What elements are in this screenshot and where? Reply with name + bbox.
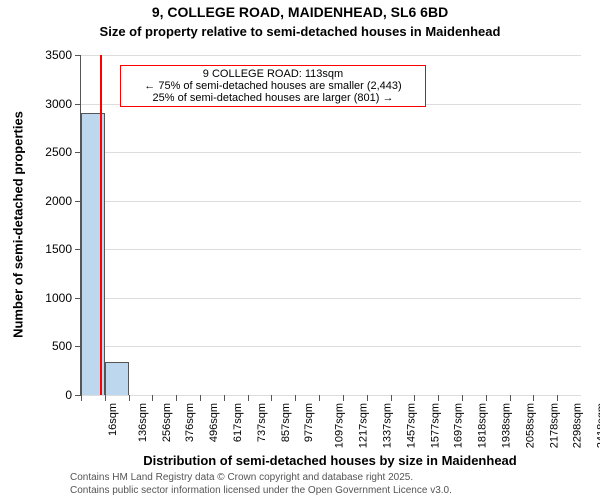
grid-h xyxy=(81,249,581,250)
y-tick-label: 3500 xyxy=(0,48,72,62)
y-tick-label: 1000 xyxy=(0,291,72,305)
x-tick-label: 1457sqm xyxy=(405,403,417,448)
x-tick-label: 16sqm xyxy=(107,403,119,436)
chart-title-line1: 9, COLLEGE ROAD, MAIDENHEAD, SL6 6BD xyxy=(0,4,600,20)
x-tick xyxy=(367,395,368,401)
x-tick-label: 1697sqm xyxy=(453,403,465,448)
grid-h xyxy=(81,395,581,396)
x-tick xyxy=(462,395,463,401)
x-tick-label: 496sqm xyxy=(208,403,220,442)
x-tick-label: 136sqm xyxy=(137,403,149,442)
x-tick xyxy=(129,395,130,401)
x-tick-label: 1217sqm xyxy=(357,403,369,448)
annotation-line-0: 9 COLLEGE ROAD: 113sqm xyxy=(125,68,421,80)
y-tick xyxy=(75,104,81,105)
y-tick-label: 0 xyxy=(0,388,72,402)
x-tick xyxy=(438,395,439,401)
annotation-line-1: ← 75% of semi-detached houses are smalle… xyxy=(125,80,421,92)
x-tick xyxy=(533,395,534,401)
x-tick-label: 256sqm xyxy=(161,403,173,442)
x-tick-label: 1577sqm xyxy=(429,403,441,448)
x-tick xyxy=(391,395,392,401)
x-tick xyxy=(343,395,344,401)
y-tick-label: 500 xyxy=(0,339,72,353)
y-tick-label: 1500 xyxy=(0,242,72,256)
chart-title-line2: Size of property relative to semi-detach… xyxy=(0,24,600,39)
x-tick xyxy=(295,395,296,401)
x-tick-label: 737sqm xyxy=(256,403,268,442)
x-tick-label: 2418sqm xyxy=(595,403,600,448)
x-tick xyxy=(510,395,511,401)
footer-line-2: Contains public sector information licen… xyxy=(70,485,452,496)
x-tick-label: 1097sqm xyxy=(334,403,346,448)
annotation-box: 9 COLLEGE ROAD: 113sqm ← 75% of semi-det… xyxy=(120,65,426,107)
x-tick xyxy=(105,395,106,401)
x-tick-label: 2298sqm xyxy=(572,403,584,448)
grid-h xyxy=(81,298,581,299)
grid-h xyxy=(81,55,581,56)
x-tick xyxy=(176,395,177,401)
grid-h xyxy=(81,346,581,347)
annotation-line-2: 25% of semi-detached houses are larger (… xyxy=(125,92,421,104)
y-tick-label: 2500 xyxy=(0,145,72,159)
x-tick xyxy=(81,395,82,401)
x-tick-label: 1818sqm xyxy=(476,403,488,448)
x-tick xyxy=(557,395,558,401)
x-tick-label: 617sqm xyxy=(232,403,244,442)
grid-h xyxy=(81,201,581,202)
x-tick xyxy=(271,395,272,401)
x-tick xyxy=(200,395,201,401)
x-tick-label: 977sqm xyxy=(304,403,316,442)
x-tick-label: 376sqm xyxy=(185,403,197,442)
y-tick xyxy=(75,55,81,56)
x-tick xyxy=(414,395,415,401)
bar xyxy=(105,362,129,395)
x-tick xyxy=(224,395,225,401)
x-tick xyxy=(319,395,320,401)
x-tick-label: 2178sqm xyxy=(548,403,560,448)
grid-h xyxy=(81,152,581,153)
x-tick-label: 2058sqm xyxy=(524,403,536,448)
x-axis-label: Distribution of semi-detached houses by … xyxy=(80,453,580,468)
x-tick xyxy=(152,395,153,401)
marker-line xyxy=(100,55,102,395)
y-tick-label: 2000 xyxy=(0,194,72,208)
y-tick-label: 3000 xyxy=(0,97,72,111)
x-tick-label: 1337sqm xyxy=(381,403,393,448)
x-tick xyxy=(486,395,487,401)
x-tick-label: 857sqm xyxy=(280,403,292,442)
chart-container: 9, COLLEGE ROAD, MAIDENHEAD, SL6 6BD Siz… xyxy=(0,0,600,500)
x-tick-label: 1938sqm xyxy=(500,403,512,448)
x-tick xyxy=(248,395,249,401)
footer-line-1: Contains HM Land Registry data © Crown c… xyxy=(70,472,413,483)
